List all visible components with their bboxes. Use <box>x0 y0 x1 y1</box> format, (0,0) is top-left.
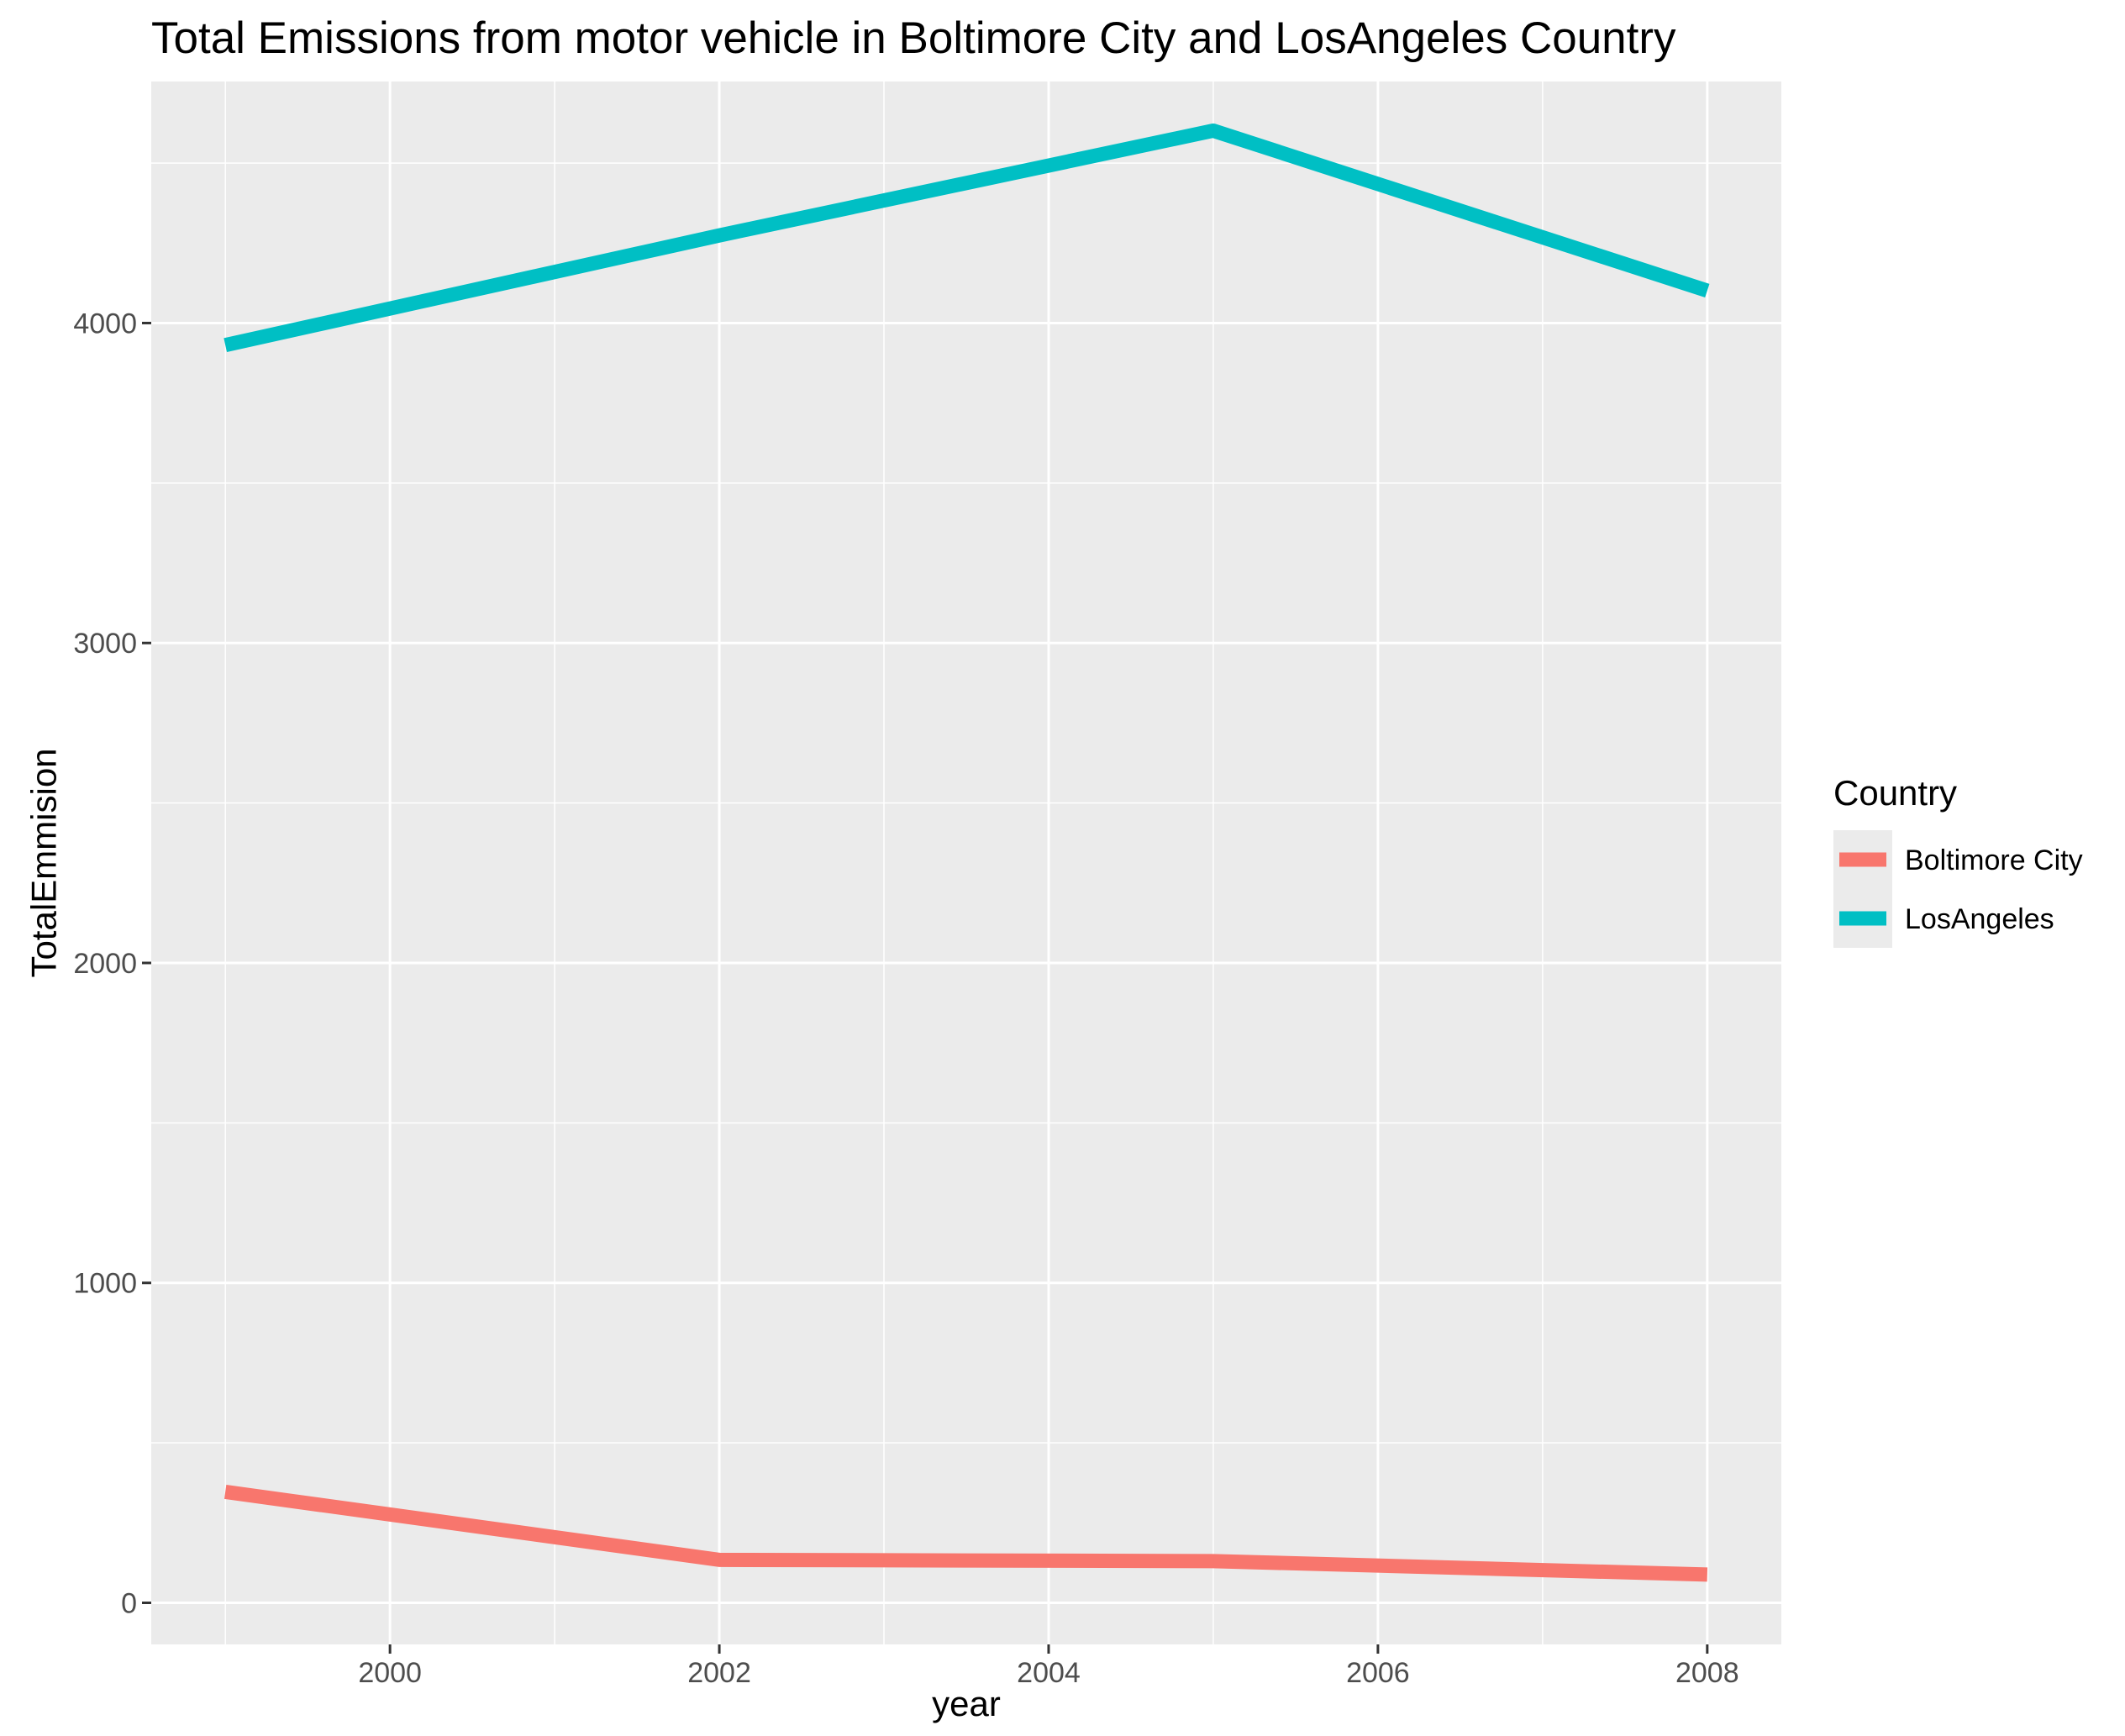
grid-lines <box>151 82 1781 1644</box>
series-layer <box>224 123 1710 1582</box>
x-axis-ticks: 2000 2002 2004 2006 2008 <box>358 1644 1739 1689</box>
x-tick-label: 2008 <box>1675 1657 1739 1689</box>
x-tick-label: 2002 <box>687 1657 751 1689</box>
legend-label: LosAngeles <box>1905 903 2054 935</box>
x-tick-label: 2000 <box>358 1657 422 1689</box>
y-axis-title: TotalEmmision <box>24 748 64 977</box>
y-tick-label: 1000 <box>73 1268 137 1300</box>
x-tick-label: 2004 <box>1017 1657 1081 1689</box>
y-axis-ticks: 0 1000 2000 3000 4000 <box>73 308 151 1620</box>
y-tick-label: 3000 <box>73 628 137 660</box>
y-tick-label: 0 <box>121 1588 137 1620</box>
plot-panel <box>151 82 1781 1644</box>
x-tick-label: 2006 <box>1346 1657 1410 1689</box>
legend-title: Country <box>1833 773 1957 813</box>
legend-label: Boltimore City <box>1905 844 2083 876</box>
legend: Country Boltimore City LosAngeles <box>1833 773 2083 948</box>
y-tick-label: 4000 <box>73 308 137 339</box>
y-tick-label: 2000 <box>73 948 137 980</box>
series-line <box>224 1485 1708 1582</box>
x-axis-title: year <box>932 1684 1001 1723</box>
chart-title: Total Emissions from motor vehicle in Bo… <box>151 13 1676 63</box>
series-line <box>224 123 1710 353</box>
